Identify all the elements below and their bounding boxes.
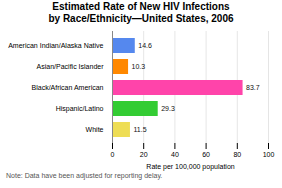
svg-text:11.5: 11.5 <box>133 126 146 133</box>
svg-text:60: 60 <box>202 151 210 158</box>
svg-text:0: 0 <box>111 151 115 158</box>
svg-text:Rate per 100,000 population: Rate per 100,000 population <box>146 163 234 171</box>
svg-text:100: 100 <box>263 151 275 158</box>
svg-text:American Indian/Alaska Native: American Indian/Alaska Native <box>8 42 103 49</box>
html-text:Estimated Rate of New HIV Infe: Estimated Rate of New HIV Infections by … <box>48 1 234 24</box>
svg-text:Hispanic/Latino: Hispanic/Latino <box>56 105 104 113</box>
svg-text:14.6: 14.6 <box>138 42 152 49</box>
svg-text:Black/African American: Black/African American <box>32 84 104 91</box>
svg-text:White: White <box>86 126 104 133</box>
html-text:Note: Data have been adjusted: Note: Data have been adjusted for report… <box>6 172 163 179</box>
svg-text:40: 40 <box>171 151 179 158</box>
svg-text:80: 80 <box>233 151 241 158</box>
svg-text:Asian/Pacific Islander: Asian/Pacific Islander <box>37 63 105 70</box>
svg-text:29.3: 29.3 <box>161 105 175 112</box>
svg-text:10.3: 10.3 <box>132 63 146 70</box>
svg-text:20: 20 <box>140 151 148 158</box>
svg-text:83.7: 83.7 <box>246 84 260 91</box>
